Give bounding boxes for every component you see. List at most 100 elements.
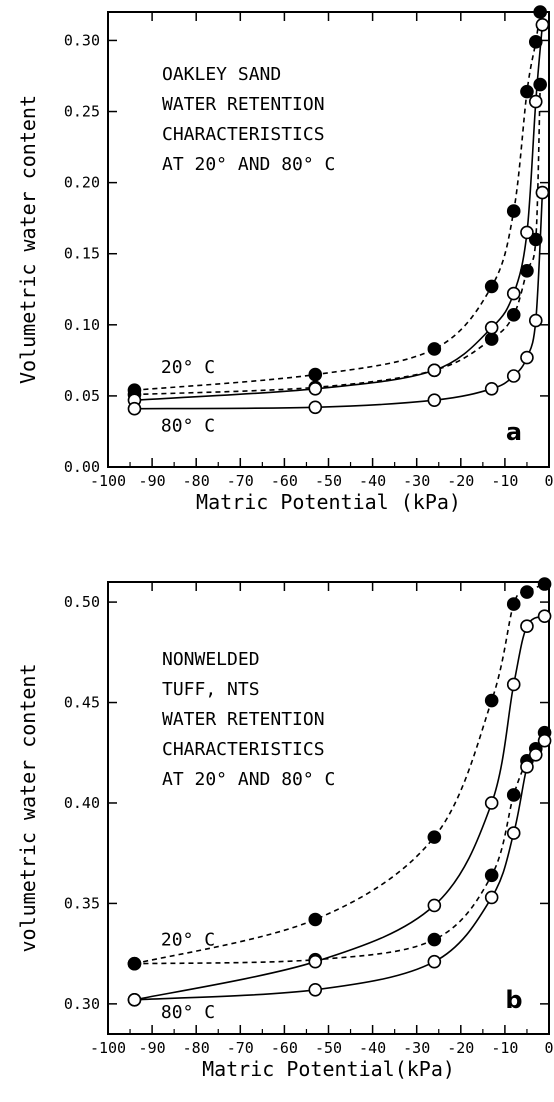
x-tick-label: -40 — [359, 1039, 386, 1057]
annotation-line: WATER RETENTION — [162, 709, 325, 730]
x-tick-label: -40 — [359, 472, 386, 490]
series-1-point — [520, 263, 534, 278]
series-2-point — [528, 94, 543, 109]
series-0-point — [427, 342, 442, 356]
series-0-point — [533, 5, 547, 19]
x-tick-label: -20 — [447, 472, 474, 490]
series-3-point — [506, 369, 521, 383]
x-axis-label: Matric Potential(kPa) — [202, 1057, 455, 1081]
y-axis-label: Volumetric water content — [16, 95, 40, 384]
y-tick-label: 0.45 — [64, 694, 100, 712]
series-2-point — [537, 609, 552, 623]
curve-label: 80° C — [161, 415, 215, 436]
series-0-point — [484, 279, 499, 294]
x-tick-label: -70 — [227, 1039, 254, 1057]
x-tick-label: -80 — [183, 472, 210, 490]
x-tick-label: -50 — [315, 472, 342, 490]
y-tick-label: 0.10 — [64, 316, 100, 334]
x-tick-label: -50 — [315, 1039, 342, 1057]
series-2-point — [520, 619, 534, 633]
x-tick-label: -60 — [271, 472, 298, 490]
x-tick-label: -60 — [271, 1039, 298, 1057]
series-2-point — [308, 381, 323, 396]
x-tick-label: -10 — [491, 1039, 518, 1057]
x-tick-label: -100 — [90, 472, 126, 490]
annotation-line: NONWELDED — [162, 649, 260, 670]
series-0-point — [484, 693, 499, 708]
panel-letter: b — [505, 986, 522, 1014]
chart-panel-b: -100 -90 -80 -70 -60 -50 -40 -30 -20 -10 00.300.35… — [16, 577, 554, 1081]
series-2-point — [520, 225, 534, 240]
series-3-point — [520, 350, 534, 365]
x-tick-label: 0 — [544, 1039, 553, 1057]
series-3-point — [308, 983, 323, 997]
curve-label: 20° C — [161, 930, 215, 951]
y-tick-label: 0.30 — [64, 995, 100, 1013]
series-2-point — [484, 320, 499, 335]
x-tick-label: -90 — [139, 472, 166, 490]
series-3-point — [308, 400, 323, 415]
annotation-line: CHARACTERISTICS — [162, 739, 325, 760]
series-3-point — [427, 393, 442, 407]
x-tick-label: -30 — [403, 1039, 430, 1057]
series-1-point — [506, 308, 521, 322]
series-2-point — [427, 363, 442, 378]
series-2-point — [506, 286, 521, 301]
series-0-point — [506, 204, 521, 218]
series-0-point — [427, 830, 442, 844]
x-tick-label: -90 — [139, 1039, 166, 1057]
y-tick-label: 0.00 — [64, 458, 100, 476]
series-1-point — [484, 868, 499, 883]
series-0-point — [520, 84, 534, 99]
annotation-line: CHARACTERISTICS — [162, 124, 325, 145]
y-tick-label: 0.25 — [64, 103, 100, 121]
annotation-line: AT 20° AND 80° C — [162, 154, 335, 175]
chart-panel-a: -100 -90 -80 -70 -60 -50 -40 -30 -20 -10 00.000.05… — [16, 5, 554, 514]
y-tick-label: 0.05 — [64, 387, 100, 405]
series-0-point — [506, 597, 521, 611]
series-2-point — [506, 677, 521, 692]
x-tick-label: -30 — [403, 472, 430, 490]
series-3-point — [528, 313, 543, 328]
x-tick-label: -10 — [491, 472, 518, 490]
x-tick-label: -80 — [183, 1039, 210, 1057]
series-0-point — [520, 585, 534, 599]
series-3-point — [537, 733, 552, 748]
series-3-point — [484, 381, 499, 396]
series-1-point — [427, 932, 442, 947]
series-3-point — [127, 993, 142, 1007]
series-0-point — [308, 912, 323, 927]
series-3-point — [506, 826, 521, 840]
x-tick-label: 0 — [544, 472, 553, 490]
annotation-line: OAKLEY SAND — [162, 64, 281, 85]
y-tick-label: 0.35 — [64, 894, 100, 912]
x-tick-label: -20 — [447, 1039, 474, 1057]
x-axis-label: Matric Potential (kPa) — [196, 490, 461, 514]
annotation-line: TUFF, NTS — [162, 679, 260, 700]
series-2-point — [535, 17, 550, 32]
series-0-point — [537, 577, 552, 591]
series-2-point — [484, 796, 499, 810]
y-tick-label: 0.20 — [64, 174, 100, 192]
series-2-line — [134, 615, 545, 1001]
annotation-line: AT 20° AND 80° C — [162, 769, 335, 790]
series-1-point — [506, 788, 521, 802]
series-3-point — [528, 747, 543, 762]
series-0-point — [528, 35, 543, 49]
series-3-point — [535, 185, 550, 200]
series-3-point — [484, 890, 499, 905]
y-tick-label: 0.15 — [64, 245, 100, 263]
y-tick-label: 0.50 — [64, 593, 100, 611]
x-tick-label: -100 — [90, 1039, 126, 1057]
series-0-point — [308, 367, 323, 382]
y-tick-label: 0.30 — [64, 31, 100, 49]
series-3-point — [427, 954, 442, 969]
series-2-point — [427, 898, 442, 913]
annotation-line: WATER RETENTION — [162, 94, 325, 115]
curve-label: 80° C — [161, 1002, 215, 1023]
series-3-point — [127, 401, 142, 416]
panel-letter: a — [506, 418, 522, 446]
series-1-point — [127, 956, 142, 971]
y-axis-label: volumetric water content — [16, 664, 40, 953]
series-2-point — [308, 954, 323, 969]
